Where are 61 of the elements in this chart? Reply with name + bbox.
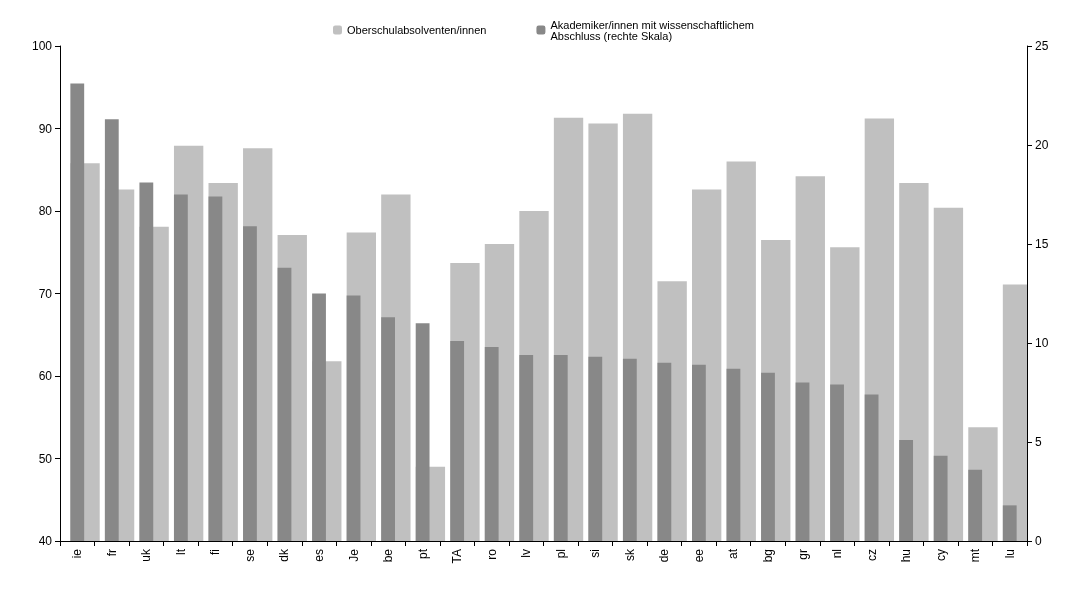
x-tick-label: pl: [553, 549, 568, 559]
x-tick-label: se: [242, 548, 257, 562]
bar: [899, 440, 914, 541]
bar: [622, 358, 637, 541]
bar: [692, 364, 706, 541]
x-tick-label: cz: [864, 549, 879, 561]
bar: [726, 368, 741, 541]
y2-tick-label: 15: [1035, 237, 1049, 251]
y-tick-label: 80: [38, 204, 53, 218]
x-tick-label: bg: [760, 549, 775, 563]
bar: [484, 346, 499, 541]
x-tick-label: fi: [208, 549, 223, 555]
x-tick-label: lv: [519, 549, 534, 558]
y-tick-label: 100: [31, 39, 53, 53]
x-tick-label: hu: [899, 549, 914, 563]
x-tick-label: uk: [139, 548, 154, 562]
bar: [795, 382, 810, 541]
bar: [864, 394, 879, 541]
bar: [450, 341, 465, 541]
x-tick-label: mt: [968, 548, 983, 563]
bar: [968, 469, 983, 541]
x-tick-label: pt: [415, 548, 430, 560]
x-tick-label: sk: [622, 548, 637, 561]
x-tick-label: si: [588, 549, 603, 558]
x-tick-label: nl: [830, 549, 845, 559]
y2-tick-label: 5: [1035, 435, 1042, 449]
y-tick-label: 70: [38, 286, 53, 301]
bar: [830, 384, 844, 541]
x-tick-label: be: [381, 548, 396, 563]
x-tick-label: fr: [104, 549, 119, 557]
y-tick-label: 60: [38, 369, 53, 383]
y2-tick-label: 0: [1035, 534, 1042, 548]
x-tick-label: at: [726, 548, 741, 560]
bar: [657, 362, 672, 541]
x-tick-label: Je: [346, 548, 361, 562]
x-tick-label: es: [312, 549, 327, 562]
bar: [761, 372, 775, 541]
x-tick-label: ro: [484, 548, 499, 560]
bar: [588, 356, 603, 541]
y-tick-label: 40: [38, 534, 53, 548]
y-tick-label: 50: [38, 451, 53, 466]
bar: [1002, 505, 1017, 541]
y2-tick-label: 10: [1035, 336, 1049, 350]
x-tick-label: ie: [70, 548, 85, 559]
x-tick-label: lu: [1002, 549, 1017, 559]
x-tick-label: dk: [277, 548, 292, 562]
x-tick-label: cy: [933, 549, 948, 561]
y2-tick-label: 25: [1035, 39, 1049, 53]
bar: [519, 354, 534, 541]
x-tick-label: TA: [450, 549, 465, 564]
legend-label: Akademiker/innen mit wissenschaftlichem Abschluss (rechte Skala): [550, 18, 755, 42]
bar: [381, 317, 395, 541]
x-tick-label: de: [657, 548, 672, 563]
x-tick-label: gr: [795, 549, 810, 560]
y2-tick-label: 20: [1035, 138, 1049, 152]
bar: [553, 354, 568, 541]
y-tick-label: 90: [38, 121, 53, 136]
x-tick-label: ee: [691, 548, 706, 563]
x-tick-label: lt: [173, 548, 188, 555]
legend-label: Oberschulabsolventen/innen: [347, 24, 487, 36]
bar: [933, 455, 948, 541]
